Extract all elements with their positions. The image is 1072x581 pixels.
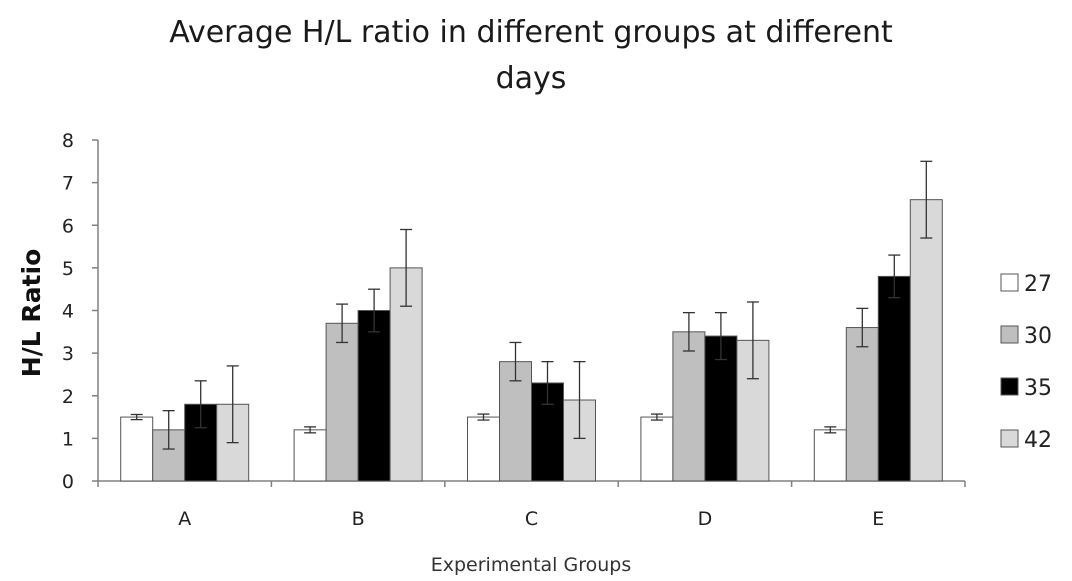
y-axis-label: H/L Ratio — [17, 249, 46, 378]
bar-E-35 — [877, 275, 911, 482]
error-bar-D-35 — [714, 311, 727, 361]
error-bar-A-27 — [130, 413, 143, 421]
bar-E-27 — [813, 429, 847, 482]
error-bar-B-27 — [304, 426, 317, 434]
bar-A-27 — [120, 416, 154, 482]
error-bar-A-30 — [162, 410, 175, 450]
error-bar-D-42 — [746, 301, 759, 380]
y-tick-label: 4 — [62, 301, 74, 323]
legend-label-42: 42 — [1024, 428, 1052, 453]
y-tick-label: 5 — [62, 258, 74, 280]
legend-label-27: 27 — [1024, 272, 1052, 297]
bar-B-35 — [357, 310, 391, 482]
error-bar-C-27 — [477, 413, 490, 421]
bar-B-30 — [325, 322, 359, 482]
chart-title-line-2: days — [496, 61, 567, 96]
bar-E-30 — [845, 327, 879, 482]
y-tick-label: 0 — [62, 471, 74, 493]
legend-label-35: 35 — [1024, 376, 1052, 401]
error-bar-C-42 — [573, 360, 586, 440]
bar-D-27 — [640, 416, 674, 482]
y-tick-label: 8 — [62, 130, 74, 152]
legend-swatch-30 — [1000, 325, 1019, 344]
error-bar-E-35 — [888, 254, 901, 299]
error-bar-A-35 — [194, 380, 207, 429]
error-bar-E-30 — [856, 307, 869, 348]
y-tick-label: 1 — [62, 428, 74, 450]
error-bar-D-27 — [650, 413, 663, 421]
bar-D-30 — [672, 331, 706, 482]
x-tick-label: E — [872, 508, 884, 530]
bar-E-42 — [909, 199, 943, 482]
bar-A-30 — [152, 429, 186, 482]
error-bar-A-42 — [226, 365, 239, 444]
error-bar-B-42 — [400, 228, 413, 307]
x-axis-label: Experimental Groups — [431, 554, 631, 576]
x-tick-label: B — [352, 508, 365, 530]
x-tick-label: C — [525, 508, 538, 530]
error-bar-C-30 — [509, 341, 522, 382]
x-tick-label: A — [178, 508, 191, 530]
legend-label-30: 30 — [1024, 324, 1052, 349]
bar-B-27 — [293, 429, 327, 482]
error-bar-E-27 — [824, 426, 837, 434]
bar-C-27 — [467, 416, 500, 482]
chart-title: Average H/L ratio in different groups at… — [169, 15, 893, 96]
legend-swatch-27 — [1000, 273, 1019, 292]
error-bar-B-30 — [336, 303, 349, 344]
chart-title-line-1: Average H/L ratio in different groups at… — [169, 15, 893, 50]
y-tick-label: 7 — [62, 173, 74, 195]
legend-swatch-35 — [1000, 377, 1019, 396]
error-bar-D-30 — [682, 311, 695, 352]
bars — [120, 199, 943, 482]
y-tick-label: 6 — [62, 215, 74, 237]
error-bar-B-35 — [368, 288, 381, 333]
error-bars — [130, 160, 933, 450]
legend-swatch-42 — [1000, 429, 1019, 448]
error-bar-C-35 — [541, 360, 554, 405]
bar-C-30 — [499, 361, 532, 482]
error-bar-E-42 — [920, 160, 933, 239]
y-tick-label: 3 — [62, 343, 74, 365]
legend: 27 30 35 42 — [1000, 272, 1052, 453]
x-tick-label: D — [698, 508, 713, 530]
y-tick-label: 2 — [62, 386, 74, 408]
